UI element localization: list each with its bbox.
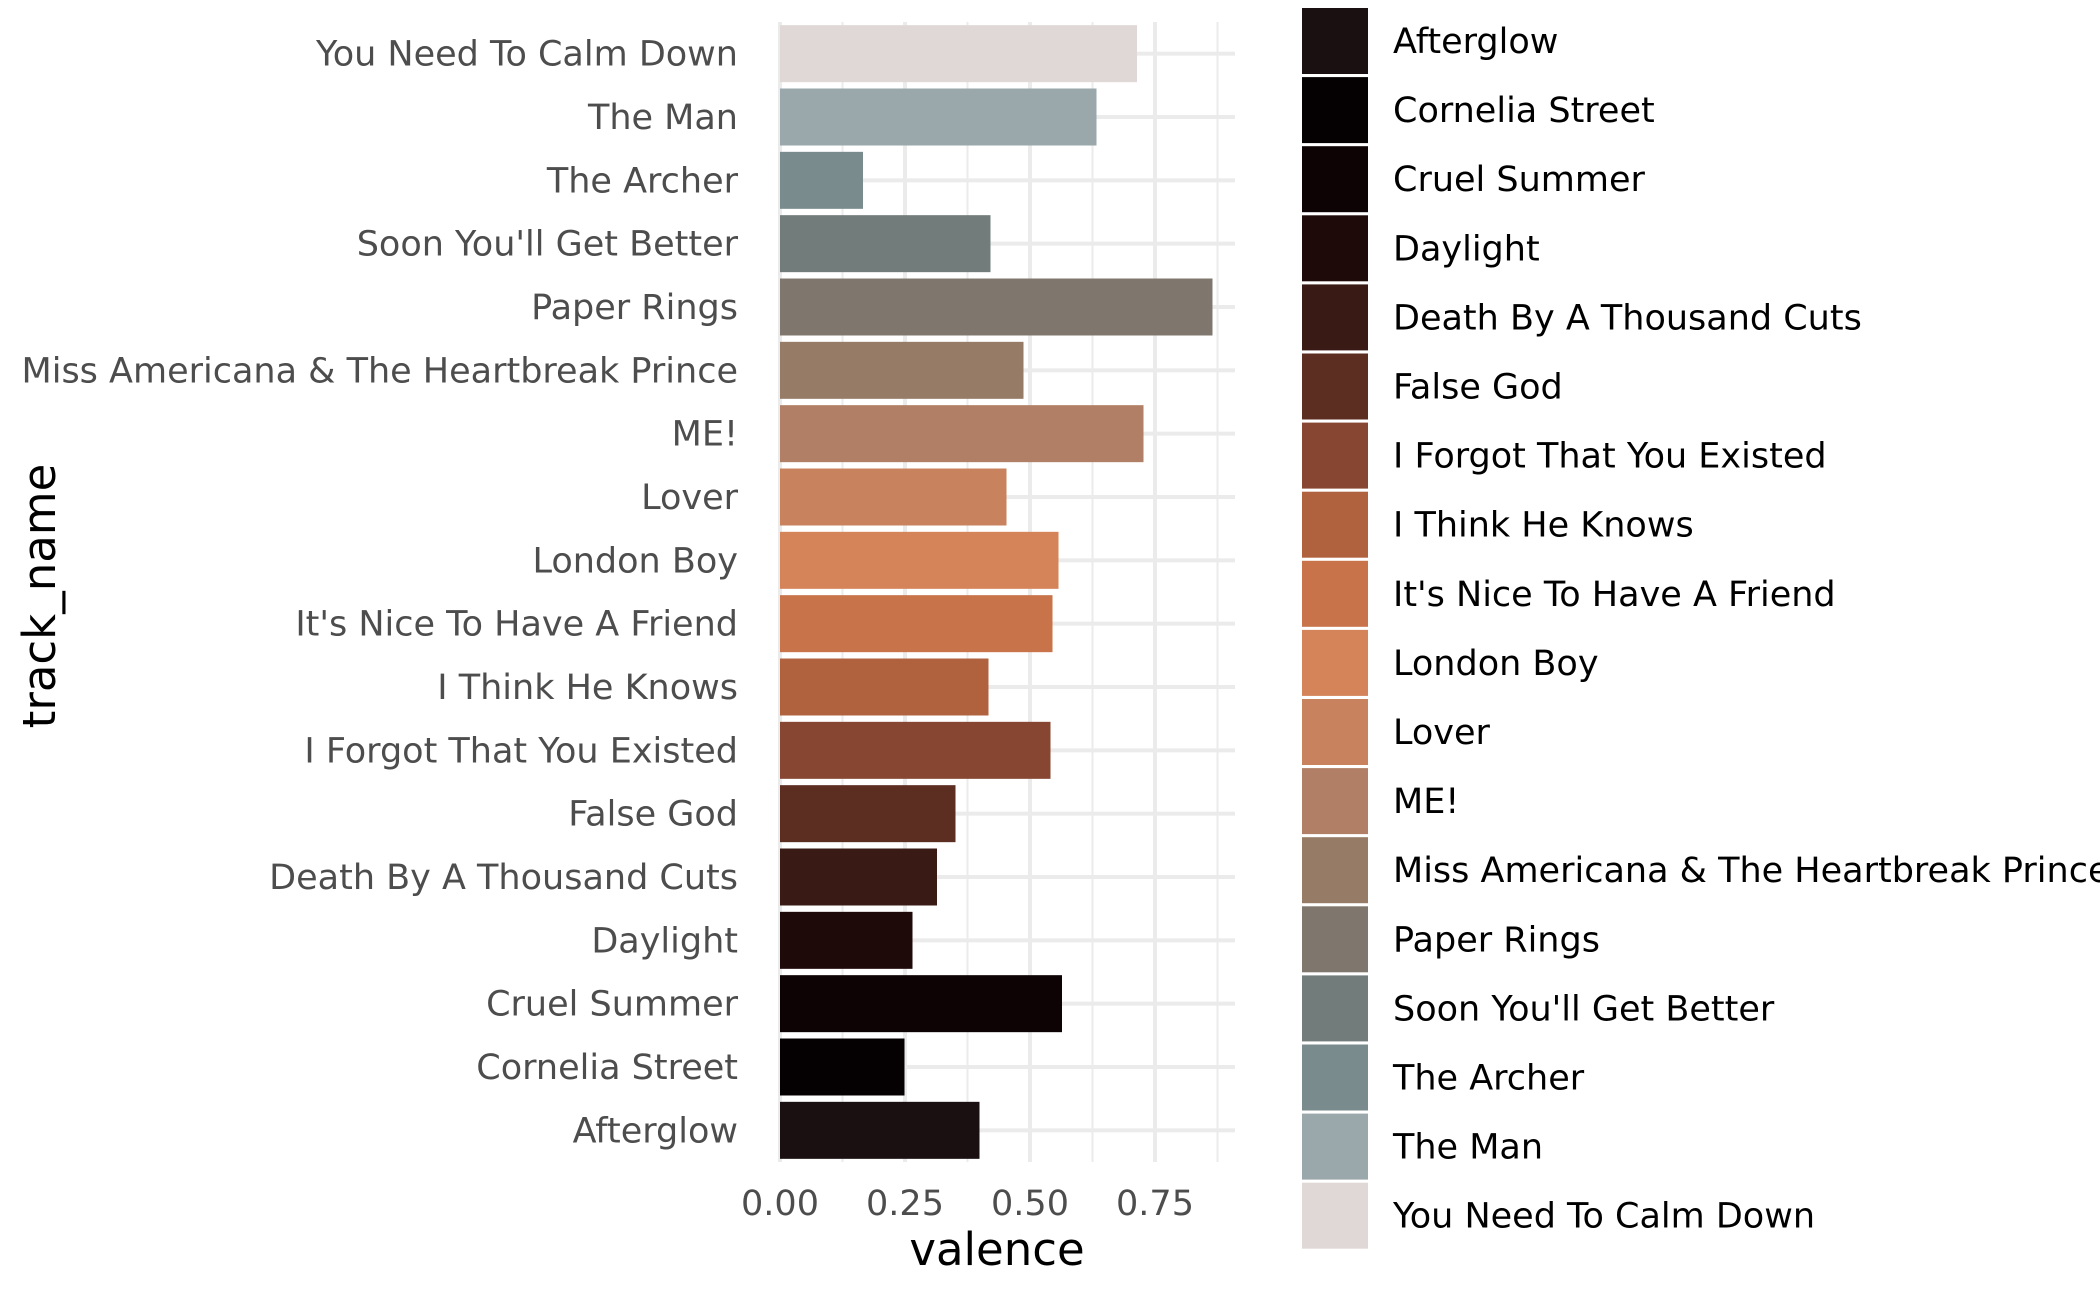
- legend-label: Cornelia Street: [1393, 91, 1655, 131]
- y-tick-label: I Forgot That You Existed: [304, 731, 738, 771]
- bar-5: [780, 785, 956, 843]
- bar-15: [780, 151, 863, 209]
- bar-1: [780, 1038, 905, 1096]
- y-tick-label: ME!: [672, 415, 738, 455]
- legend-key: [1302, 491, 1368, 558]
- y-tick-label: London Boy: [532, 541, 738, 581]
- legend-key: [1302, 284, 1368, 351]
- x-tick-label: 0.00: [741, 1184, 819, 1224]
- legend-key: [1302, 1182, 1368, 1249]
- legend-key: [1302, 77, 1368, 144]
- bar-17: [780, 25, 1137, 83]
- bar-4: [780, 848, 937, 906]
- x-tick-label: 0.25: [866, 1184, 944, 1224]
- y-tick-label: Soon You'll Get Better: [357, 225, 739, 265]
- legend-key: [1302, 629, 1368, 696]
- legend-label: It's Nice To Have A Friend: [1393, 575, 1836, 615]
- bar-9: [780, 531, 1059, 589]
- bar-10: [780, 468, 1007, 526]
- y-tick-label: The Man: [587, 98, 738, 138]
- legend-label: Miss Americana & The Heartbreak Prince: [1393, 851, 2100, 891]
- legend-label: London Boy: [1393, 644, 1599, 684]
- bar-6: [780, 721, 1051, 779]
- bar-0: [780, 1101, 980, 1159]
- legend-key: [1302, 975, 1368, 1042]
- y-tick-label: Cruel Summer: [486, 985, 739, 1025]
- bar-16: [780, 88, 1097, 146]
- y-tick-label: False God: [568, 795, 738, 835]
- bar-8: [780, 595, 1053, 653]
- bar-14: [780, 215, 991, 273]
- legend-label: You Need To Calm Down: [1392, 1197, 1815, 1237]
- y-tick-label: Death By A Thousand Cuts: [269, 858, 738, 898]
- legend-key: [1302, 1113, 1368, 1180]
- legend-key: [1302, 699, 1368, 765]
- x-axis-title: valence: [909, 1223, 1084, 1276]
- y-axis-title: track_name: [13, 464, 66, 729]
- y-tick-label: Daylight: [591, 921, 738, 961]
- y-tick-label: Lover: [641, 478, 739, 518]
- legend-label: False God: [1393, 368, 1563, 408]
- bar-3: [780, 911, 913, 969]
- legend-key: [1302, 215, 1368, 282]
- bars: [780, 25, 1213, 1159]
- y-tick-label: Paper Rings: [531, 288, 738, 328]
- x-tick-label: 0.50: [991, 1184, 1069, 1224]
- y-tick-labels: Afterglow Cornelia Street Cruel Summer Dayl…: [22, 35, 739, 1152]
- y-tick-label: I Think He Knows: [437, 668, 738, 708]
- legend-key: [1302, 1044, 1368, 1111]
- y-tick-label: It's Nice To Have A Friend: [295, 605, 738, 645]
- legend-key: [1302, 353, 1368, 420]
- legend: Afterglow Cornelia Street Cruel Summer Dayl…: [1302, 8, 2100, 1249]
- legend-key: [1302, 906, 1368, 973]
- legend-key: [1302, 560, 1368, 627]
- legend-label: Daylight: [1393, 229, 1540, 269]
- bar-7: [780, 658, 989, 716]
- legend-label: The Man: [1392, 1128, 1543, 1168]
- legend-key: [1302, 8, 1368, 74]
- legend-label: I Think He Knows: [1393, 506, 1694, 546]
- y-tick-label: The Archer: [546, 161, 739, 201]
- legend-key: [1302, 768, 1368, 835]
- bar-12: [780, 341, 1024, 399]
- bar-2: [780, 975, 1062, 1033]
- bar-13: [780, 278, 1213, 336]
- legend-key: [1302, 422, 1368, 489]
- legend-key: [1302, 837, 1368, 904]
- legend-label: The Archer: [1392, 1059, 1585, 1099]
- legend-key: [1302, 146, 1368, 213]
- y-tick-label: You Need To Calm Down: [315, 35, 738, 75]
- legend-label: I Forgot That You Existed: [1393, 437, 1827, 477]
- legend-label: Death By A Thousand Cuts: [1393, 298, 1862, 338]
- x-tick-label: 0.75: [1116, 1184, 1194, 1224]
- y-tick-label: Cornelia Street: [476, 1048, 738, 1088]
- x-tick-labels: 0.00 0.25 0.50 0.75: [741, 1184, 1194, 1224]
- legend-label: Cruel Summer: [1393, 160, 1646, 200]
- y-tick-label: Miss Americana & The Heartbreak Prince: [22, 351, 738, 391]
- legend-label: ME!: [1393, 782, 1459, 822]
- legend-label: Afterglow: [1393, 22, 1558, 62]
- legend-label: Paper Rings: [1393, 920, 1600, 960]
- y-tick-label: Afterglow: [573, 1111, 738, 1151]
- legend-label: Soon You'll Get Better: [1393, 989, 1775, 1029]
- legend-label: Lover: [1393, 713, 1491, 753]
- bar-11: [780, 405, 1144, 463]
